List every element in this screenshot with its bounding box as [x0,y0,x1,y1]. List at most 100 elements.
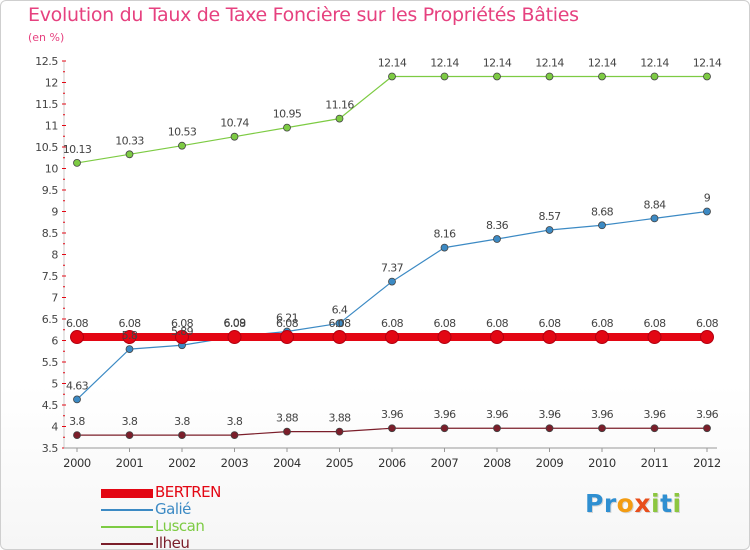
data-point-luscan [73,159,81,167]
data-point-luscan [650,72,659,81]
data-label-ilheu: 3.8 [174,415,190,428]
x-tick-label: 2005 [326,456,354,470]
data-point-luscan [283,123,291,132]
logo-letter: t [660,489,673,518]
legend-swatch [101,526,153,528]
y-tick-label: 11 [45,120,58,133]
data-label-galié: 4.63 [66,379,89,392]
chart-title: Evolution du Taux de Taxe Foncière sur l… [28,4,579,26]
y-tick-label: 6 [51,335,58,348]
series-line-luscan [76,75,708,164]
logo-letter: r [603,489,617,518]
logo-letter: i [651,489,661,518]
data-point-luscan [125,150,134,159]
data-point-ilheu [388,424,396,433]
data-point-luscan [598,72,606,81]
data-point-luscan [388,72,396,81]
y-tick-label: 7 [51,292,58,305]
data-label-bertren: 6.08 [381,317,404,330]
data-label-galié: 6.4 [332,303,348,316]
logo-letter: x [634,489,651,518]
data-point-ilheu [125,431,134,440]
data-label-galié: 9 [704,192,711,205]
data-label-galié: 7.37 [381,262,404,275]
data-point-bertren [227,330,242,345]
data-label-luscan: 12.14 [430,56,459,69]
legend-label: Galié [155,500,191,518]
data-label-galié: 8.16 [433,228,456,241]
data-label-ilheu: 3.96 [433,408,456,421]
y-tick-label: 10.5 [35,141,58,154]
data-label-ilheu: 3.88 [328,412,351,425]
data-label-luscan: 12.14 [535,56,564,69]
y-tick-label: 10 [45,163,59,176]
y-tick-label: 4 [51,421,58,434]
data-point-luscan [230,132,239,141]
legend-label: Luscan [155,517,205,535]
data-label-ilheu: 3.96 [643,408,666,421]
logo-letter: o [616,489,635,518]
y-tick-label: 11.5 [35,98,58,111]
data-label-luscan: 10.33 [115,134,144,147]
data-point-bertren [175,330,189,345]
data-label-ilheu: 3.96 [381,408,404,421]
data-point-luscan [703,72,711,81]
data-label-galié: 5.89 [171,325,194,338]
data-label-galié: 6.09 [223,317,246,330]
data-label-galié: 8.84 [643,198,666,211]
data-point-galié [125,345,134,354]
legend-label: BERTREN [155,483,221,501]
y-tick-label: 9.5 [42,184,59,197]
data-point-galié [493,235,501,243]
data-point-ilheu [73,431,81,440]
data-labels-layer: 6.08 6.08 6.08 6.08 6.08 6.08 6.08 6.08 6.08 6.08… [63,56,723,428]
data-label-bertren: 6.08 [276,317,299,330]
proxiti-logo: Proxiti [585,489,682,518]
data-label-ilheu: 3.96 [538,408,561,421]
series-points-layer [70,72,714,440]
data-point-ilheu [335,427,344,436]
data-label-ilheu: 3.96 [696,408,719,421]
data-label-bertren: 6.08 [591,317,614,330]
y-tick-label: 8.5 [42,227,59,240]
data-label-bertren: 6.08 [171,317,194,330]
data-point-bertren [437,330,452,345]
data-label-bertren: 6.08 [328,317,351,330]
data-label-galié: 8.36 [486,219,509,232]
data-label-bertren: 6.08 [66,317,89,330]
data-point-luscan [493,72,501,81]
data-point-luscan [440,72,449,81]
data-point-bertren [647,330,662,345]
data-point-galié [388,277,396,286]
data-label-galié: 5.8 [122,329,138,342]
data-point-bertren [280,330,294,345]
y-tick-label: 9 [51,206,58,219]
x-tick-label: 2008 [483,456,511,470]
data-label-luscan: 12.14 [640,56,669,69]
data-point-galié [545,226,554,234]
x-tick-label: 2001 [116,456,144,470]
data-label-galié: 6.21 [276,311,298,324]
x-tick-label: 2002 [168,456,196,470]
data-label-luscan: 12.14 [693,56,722,69]
legend-label: Ilheu [155,534,190,550]
data-label-bertren: 6.08 [486,317,509,330]
data-point-bertren [332,330,347,345]
data-label-bertren: 6.08 [223,317,246,330]
data-point-ilheu [440,424,449,433]
data-label-galié: 8.68 [591,205,614,218]
data-label-ilheu: 3.8 [122,415,138,428]
data-point-luscan [335,114,344,123]
data-label-bertren: 6.08 [538,317,561,330]
data-label-ilheu: 3.8 [69,415,85,428]
data-label-luscan: 10.74 [220,117,249,130]
x-tick-label: 2000 [63,456,91,470]
data-label-luscan: 10.95 [273,108,302,121]
series-line-galié [76,210,708,401]
data-label-luscan: 12.14 [483,56,512,69]
y-tick-label: 4.5 [42,399,59,412]
data-label-luscan: 10.53 [168,126,197,139]
data-point-bertren [542,330,557,345]
legend-swatch [101,543,153,545]
x-tick-label: 2006 [378,456,406,470]
